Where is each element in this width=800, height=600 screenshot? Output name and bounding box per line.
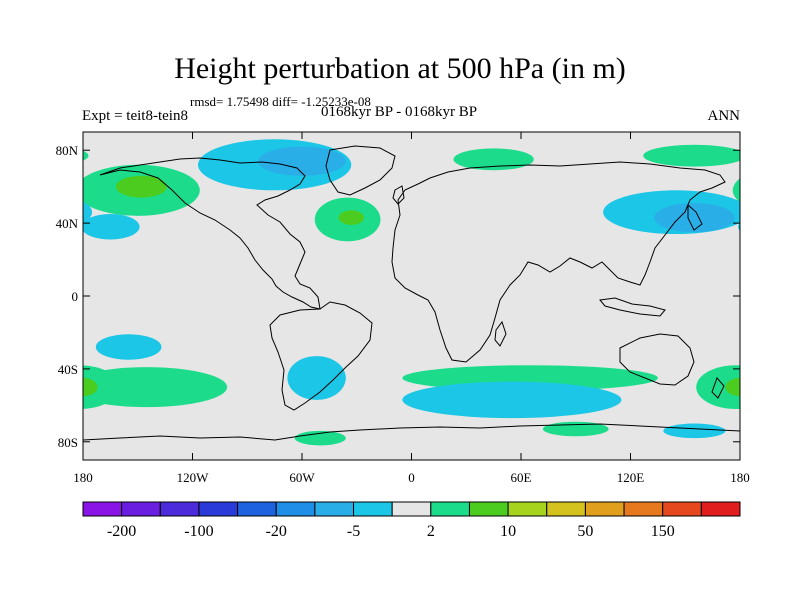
lat-tick-label: 80S	[58, 435, 78, 450]
colorbar-label: -20	[266, 523, 287, 540]
colorbar-boxes	[82, 501, 741, 517]
region-arctic-east-positive	[643, 144, 740, 167]
coastlines	[83, 145, 740, 441]
region-siberia-positive	[453, 148, 534, 171]
colorbar-box	[314, 501, 355, 517]
coast-south-america	[269, 301, 373, 411]
colorbar-box	[159, 501, 200, 517]
lat-tick-label: 0	[72, 289, 79, 304]
coast-uk	[392, 185, 405, 205]
colorbar-box	[82, 501, 123, 517]
region-npacific-negative	[83, 201, 93, 223]
colorbar-box	[121, 501, 161, 517]
region-tasman-core-positive	[725, 378, 740, 397]
colorbar-label: 2	[427, 523, 435, 540]
colorbar-box	[237, 501, 277, 517]
region-arctic-east-positive	[83, 150, 89, 161]
region-pacific-ne-negative	[83, 214, 140, 240]
axis-tick-labels: 80N 40N 0 40S 80S 180 120W 60W 0 60E 120E 180	[56, 143, 750, 485]
lon-tick-label: 60W	[289, 470, 315, 485]
coast-australia	[619, 333, 695, 386]
region-atlantic-core-positive	[338, 210, 365, 225]
colorbar-box	[353, 501, 393, 517]
colorbar-box	[584, 501, 625, 517]
coast-new-zealand	[711, 377, 725, 399]
region-drake-positive	[294, 430, 346, 446]
lat-tick-label: 80N	[56, 143, 79, 158]
region-npacific-core-negative	[654, 203, 735, 233]
lat-tick-label: 40N	[56, 216, 79, 231]
region-tasman-positive	[83, 365, 120, 409]
lon-tick-label: 120E	[617, 470, 645, 485]
lon-tick-label: 120W	[177, 470, 210, 485]
coast-greenland	[325, 145, 396, 196]
colorbar-box	[507, 501, 548, 517]
colorbar-box	[700, 501, 741, 517]
coast-japan	[687, 203, 703, 231]
colorbar-label: -100	[184, 523, 213, 540]
region-spacific-positive	[83, 367, 228, 408]
coast-north-america	[99, 157, 321, 310]
colorbar-box	[623, 501, 664, 517]
period-label: 0168kyr BP - 0168kyr BP	[321, 104, 478, 120]
region-tasman-core-positive	[83, 378, 98, 397]
lat-tick-label: 40S	[58, 362, 78, 377]
colorbar-label: -5	[347, 523, 360, 540]
contour-regions	[83, 139, 740, 446]
lon-tick-label: 60E	[511, 470, 532, 485]
colorbar-label: 150	[651, 523, 675, 540]
colorbar-box	[430, 501, 470, 517]
season-label: ANN	[707, 108, 741, 124]
region-satlantic-negative	[287, 356, 346, 400]
axis-ticks	[82, 132, 741, 460]
coast-madagascar	[494, 320, 507, 347]
lon-tick-label: 180	[730, 470, 750, 485]
region-spacific-negative	[95, 334, 162, 360]
colorbar-box	[198, 501, 239, 517]
lon-tick-label: 0	[408, 470, 415, 485]
coast-eurasia-africa	[391, 161, 726, 363]
lon-tick-label: 180	[73, 470, 93, 485]
region-ross-negative	[663, 423, 726, 439]
stats-line: rmsd= 1.75498 diff= -1.25233e-08	[190, 94, 371, 109]
colorbar-box	[468, 501, 509, 517]
region-alaska-positive	[732, 178, 740, 203]
coast-antarctica	[83, 423, 740, 441]
map-title: Height perturbation at 500 hPa (in m)	[174, 52, 626, 85]
colorbar-box	[662, 501, 702, 517]
region-arctic-core-negative	[258, 146, 346, 176]
colorbar-labels: -200 -100 -20 -5 2 10 50 150	[107, 523, 675, 540]
experiment-label: Expt = teit8-tein8	[82, 108, 188, 124]
colorbar-box	[275, 501, 316, 517]
colorbar-label: -200	[107, 523, 136, 540]
colorbar-label: 10	[500, 523, 516, 540]
coast-indonesia	[599, 297, 666, 317]
colorbar-label: 50	[577, 523, 593, 540]
region-tasman-positive	[696, 365, 740, 409]
region-alaska-core-positive	[115, 175, 167, 198]
colorbar-box	[546, 501, 586, 517]
colorbar-box	[391, 501, 432, 517]
region-indian-south-negative	[402, 381, 622, 419]
